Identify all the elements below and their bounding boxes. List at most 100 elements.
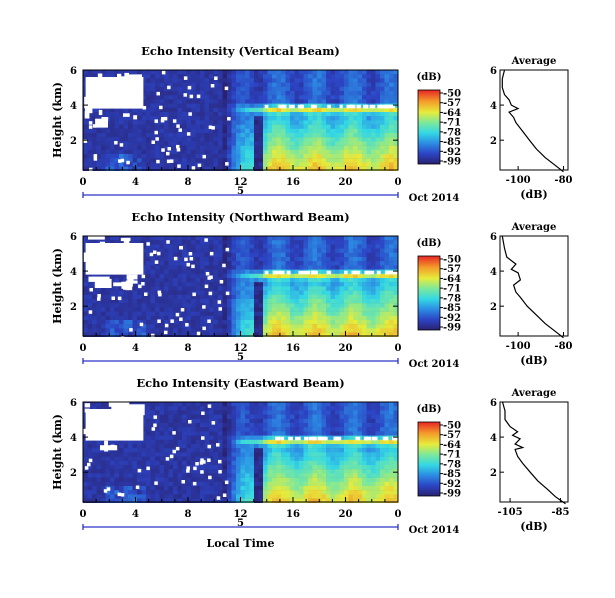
profile-x-tick-label: -80 bbox=[554, 175, 572, 186]
missing-data-region bbox=[85, 243, 144, 275]
x-tick-label: 0 bbox=[395, 343, 402, 354]
profile-title: Average bbox=[511, 56, 557, 67]
colorbar-unit: (dB) bbox=[417, 404, 442, 415]
profile-frame bbox=[499, 401, 569, 503]
date-day-label: 5 bbox=[237, 186, 244, 197]
chart-panel-2: Echo Intensity (Northward Beam)0 4 8 12 16 20… bbox=[51, 210, 573, 370]
chart-title: Echo Intensity (Northward Beam) bbox=[131, 210, 349, 224]
x-tick-label: 8 bbox=[185, 177, 192, 188]
colorbar-tick-label: -64 bbox=[443, 274, 461, 285]
chart-title: Echo Intensity (Vertical Beam) bbox=[141, 44, 340, 58]
profile-y-tick-label: 4 bbox=[490, 267, 497, 278]
profile-y-tick-label: 4 bbox=[490, 101, 497, 112]
x-tick-label: 4 bbox=[132, 343, 139, 354]
profile-line bbox=[501, 69, 564, 173]
profile-y-tick-label: 2 bbox=[490, 302, 497, 313]
colorbar-tick-label: -50 bbox=[443, 421, 461, 432]
x-tick-label: 16 bbox=[286, 343, 300, 354]
colorbar-tick-label: -92 bbox=[443, 313, 461, 324]
x-tick-label: 20 bbox=[339, 343, 353, 354]
heatmap-field bbox=[83, 70, 399, 172]
profile-x-tick-label: -105 bbox=[498, 507, 523, 518]
date-day-label: 5 bbox=[237, 518, 244, 529]
profile-y-tick-label: 4 bbox=[490, 433, 497, 444]
colorbar-tick-label: -99 bbox=[443, 323, 461, 334]
colorbar-tick-label: -99 bbox=[443, 157, 461, 168]
x-tick-label: 4 bbox=[132, 177, 139, 188]
colorbar-tick-label: -99 bbox=[443, 489, 461, 500]
chart-title: Echo Intensity (Eastward Beam) bbox=[136, 376, 344, 390]
colorbar-tick-label: -71 bbox=[443, 284, 461, 295]
colorbar-tick-label: -71 bbox=[443, 450, 461, 461]
profile-title: Average bbox=[511, 388, 557, 399]
profile-line bbox=[501, 401, 566, 505]
x-axis-label: Local Time bbox=[207, 537, 275, 550]
profile-x-label: (dB) bbox=[520, 188, 547, 201]
date-label: Oct 2014 bbox=[409, 193, 460, 204]
x-tick-label: 8 bbox=[185, 509, 192, 520]
colorbar-tick-label: -85 bbox=[443, 303, 461, 314]
colorbar-tick-label: -85 bbox=[443, 137, 461, 148]
heatmap-field bbox=[83, 236, 399, 339]
missing-data-region bbox=[85, 409, 144, 441]
colorbar-tick-label: -78 bbox=[443, 459, 461, 470]
x-tick-label: 20 bbox=[339, 177, 353, 188]
x-tick-label: 4 bbox=[132, 509, 139, 520]
y-tick-label: 4 bbox=[70, 267, 77, 278]
profile-y-tick-label: 2 bbox=[490, 136, 497, 147]
profile-x-tick-label: -85 bbox=[551, 507, 569, 518]
profile-x-label: (dB) bbox=[520, 354, 547, 367]
y-tick-label: 4 bbox=[70, 433, 77, 444]
x-tick-label: 20 bbox=[339, 509, 353, 520]
colorbar-tick-label: -78 bbox=[443, 127, 461, 138]
x-tick-label: 16 bbox=[286, 177, 300, 188]
colorbar bbox=[417, 89, 441, 165]
colorbar-tick-label: -64 bbox=[443, 108, 461, 119]
colorbar-tick-label: -92 bbox=[443, 479, 461, 490]
y-tick-label: 2 bbox=[70, 302, 77, 313]
profile-frame bbox=[499, 235, 569, 337]
colorbar-tick-label: -57 bbox=[443, 430, 461, 441]
colorbar-tick-label: -64 bbox=[443, 440, 461, 451]
y-tick-label: 4 bbox=[70, 101, 77, 112]
x-tick-label: 12 bbox=[234, 509, 248, 520]
colorbar-tick-label: -50 bbox=[443, 89, 461, 100]
colorbar-tick-label: -50 bbox=[443, 255, 461, 266]
profile-x-tick-label: -100 bbox=[506, 175, 531, 186]
profile-line bbox=[501, 235, 564, 339]
profile-y-tick-label: 6 bbox=[490, 398, 497, 409]
x-tick-label: 0 bbox=[395, 509, 402, 520]
profile-y-tick-label: 6 bbox=[490, 232, 497, 243]
colorbar bbox=[417, 255, 441, 331]
profile-title: Average bbox=[511, 222, 557, 233]
y-tick-label: 6 bbox=[70, 232, 77, 243]
x-tick-label: 0 bbox=[80, 343, 87, 354]
x-tick-label: 0 bbox=[80, 509, 87, 520]
colorbar-tick-label: -78 bbox=[443, 293, 461, 304]
heatmap-field bbox=[83, 402, 399, 503]
y-tick-label: 2 bbox=[70, 468, 77, 479]
date-label: Oct 2014 bbox=[409, 359, 460, 370]
x-tick-label: 16 bbox=[286, 509, 300, 520]
colorbar-tick-label: -57 bbox=[443, 264, 461, 275]
colorbar-tick-label: -71 bbox=[443, 118, 461, 129]
chart-panel-1: Echo Intensity (Vertical Beam) 0 4 8 12 16 20 0… bbox=[51, 44, 573, 204]
y-tick-label: 2 bbox=[70, 136, 77, 147]
profile-x-tick-label: -80 bbox=[554, 341, 572, 352]
colorbar-tick-label: -92 bbox=[443, 147, 461, 158]
y-tick-label: 6 bbox=[70, 398, 77, 409]
profile-frame bbox=[499, 69, 569, 171]
profile-x-label: (dB) bbox=[520, 520, 547, 533]
x-tick-label: 12 bbox=[234, 343, 248, 354]
y-axis-label: Height (km) bbox=[51, 248, 64, 324]
date-day-label: 5 bbox=[237, 352, 244, 363]
colorbar-unit: (dB) bbox=[417, 72, 442, 83]
colorbar-tick-label: -85 bbox=[443, 469, 461, 480]
y-axis-label: Height (km) bbox=[51, 82, 64, 158]
colorbar-unit: (dB) bbox=[417, 238, 442, 249]
profile-y-tick-label: 2 bbox=[490, 468, 497, 479]
x-tick-label: 12 bbox=[234, 177, 248, 188]
colorbar bbox=[417, 421, 441, 497]
y-axis-label: Height (km) bbox=[51, 414, 64, 490]
profile-x-tick-label: -100 bbox=[506, 341, 531, 352]
